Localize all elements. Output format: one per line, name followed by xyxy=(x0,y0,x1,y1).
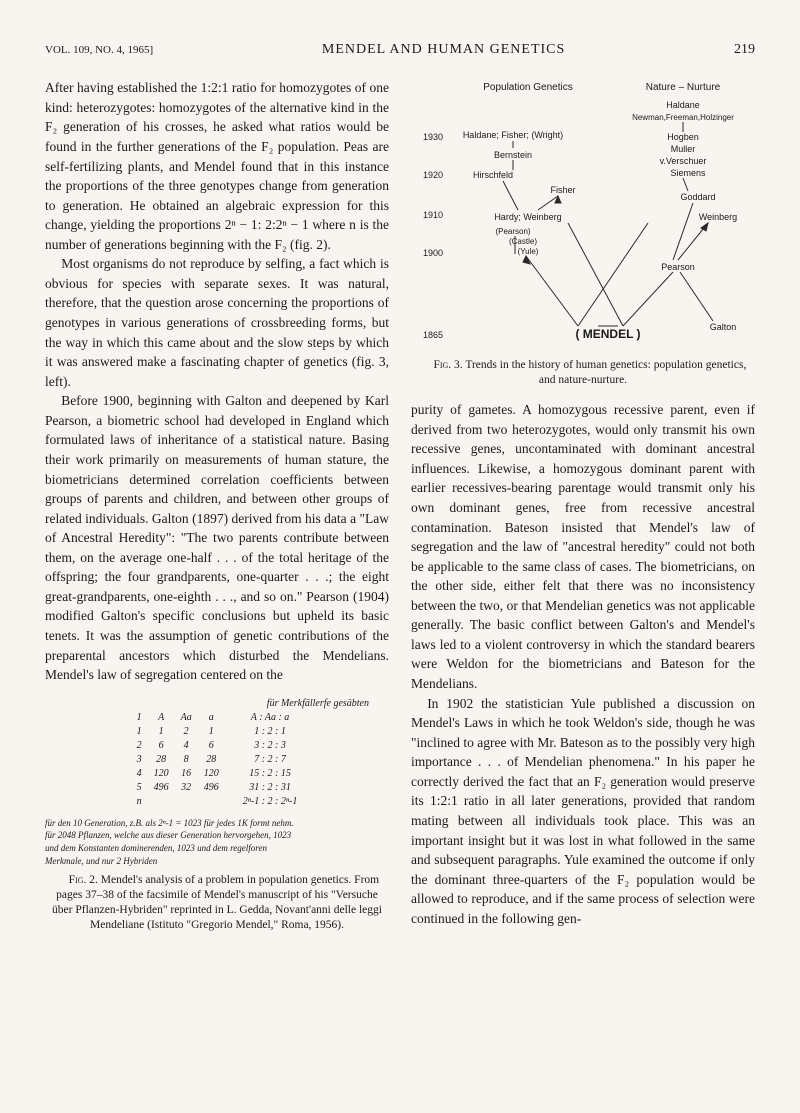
paragraph: In 1902 the statistician Yule published … xyxy=(411,694,755,929)
figure-3: Population Genetics Nature – Nurture 193… xyxy=(411,78,755,388)
svg-text:(Yule): (Yule) xyxy=(518,247,539,256)
body-columns: After having established the 1:2:1 ratio… xyxy=(45,78,755,936)
figure-3-caption: Fig. 3. Trends in the history of human g… xyxy=(411,358,755,388)
svg-text:Haldane; Fisher; (Wright): Haldane; Fisher; (Wright) xyxy=(463,130,563,140)
svg-text:Haldane: Haldane xyxy=(666,100,700,110)
svg-text:1920: 1920 xyxy=(423,170,443,180)
svg-text:Newman,Freeman,Holzinger: Newman,Freeman,Holzinger xyxy=(632,113,734,122)
svg-text:Siemens: Siemens xyxy=(670,168,706,178)
figure-3-diagram: Population Genetics Nature – Nurture 193… xyxy=(418,78,748,358)
paragraph: Before 1900, beginning with Galton and d… xyxy=(45,391,389,684)
running-title: MENDEL AND HUMAN GENETICS xyxy=(322,40,565,60)
svg-text:1910: 1910 xyxy=(423,210,443,220)
svg-text:Galton: Galton xyxy=(710,322,737,332)
paragraph: Most organisms do not reproduce by selfi… xyxy=(45,254,389,391)
page-number: 219 xyxy=(734,40,755,60)
svg-text:Hirschfeld: Hirschfeld xyxy=(473,170,513,180)
svg-text:Bernstein: Bernstein xyxy=(494,150,532,160)
svg-text:( MENDEL ): ( MENDEL ) xyxy=(575,327,640,341)
figure-2-caption: Fig. 2. Mendel's analysis of a problem i… xyxy=(45,873,389,933)
paragraph: After having established the 1:2:1 ratio… xyxy=(45,78,389,254)
page-header: VOL. 109, NO. 4, 1965] MENDEL AND HUMAN … xyxy=(45,40,755,60)
figure-2-manuscript-text: für den 10 Generation, z.B. als 2ⁿ-1 = 1… xyxy=(45,817,389,867)
svg-text:Fisher: Fisher xyxy=(550,185,575,195)
svg-text:Pearson: Pearson xyxy=(661,262,695,272)
svg-text:(Pearson): (Pearson) xyxy=(495,227,530,236)
svg-text:1865: 1865 xyxy=(423,330,443,340)
svg-text:1930: 1930 xyxy=(423,132,443,142)
svg-text:(Castle): (Castle) xyxy=(509,237,537,246)
svg-text:Weinberg: Weinberg xyxy=(699,212,737,222)
mendel-ratio-table: 1AAaaA : Aa : a11211 : 2 : 126463 : 2 : … xyxy=(131,711,304,809)
svg-text:1900: 1900 xyxy=(423,248,443,258)
svg-text:v.Verschuer: v.Verschuer xyxy=(660,156,707,166)
svg-text:Goddard: Goddard xyxy=(680,192,715,202)
svg-text:Population Genetics: Population Genetics xyxy=(483,82,573,93)
svg-text:Nature – Nurture: Nature – Nurture xyxy=(646,82,721,93)
paragraph: purity of gametes. A homozygous recessiv… xyxy=(411,400,755,693)
figure-2-table: für Merkfällerfe gesäbten 1AAaaA : Aa : … xyxy=(45,697,389,809)
svg-text:Hogben: Hogben xyxy=(667,132,699,142)
volume-info: VOL. 109, NO. 4, 1965] xyxy=(45,43,153,59)
svg-text:Muller: Muller xyxy=(671,144,696,154)
figure-2: für Merkfällerfe gesäbten 1AAaaA : Aa : … xyxy=(45,697,389,933)
svg-text:Hardy; Weinberg: Hardy; Weinberg xyxy=(494,212,561,222)
